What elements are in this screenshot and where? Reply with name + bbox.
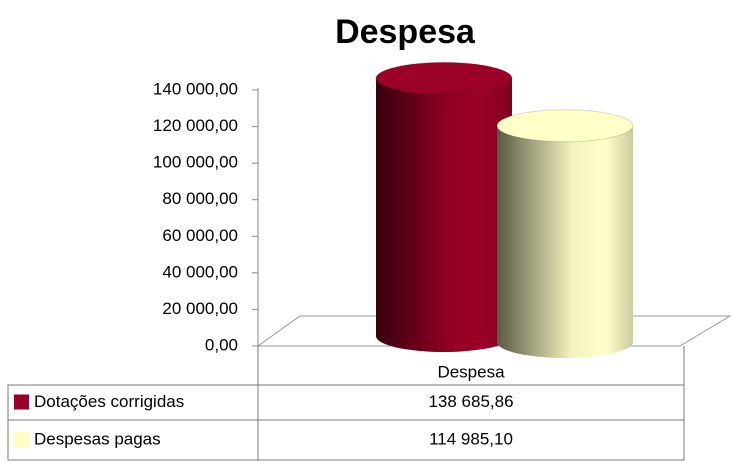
cylinder-top xyxy=(496,109,634,143)
data-label: 114 985,10 xyxy=(429,429,513,448)
legend-key xyxy=(14,394,29,410)
legend-label: Dotações corrigidas xyxy=(34,392,184,411)
y-tick-label: 140 000,00 xyxy=(153,79,238,98)
cylinder-top xyxy=(375,61,513,95)
y-tick-label: 60 000,00 xyxy=(162,226,238,245)
cylinder xyxy=(496,109,634,358)
legend-key xyxy=(14,432,29,447)
legend-label: Despesas pagas xyxy=(34,429,161,448)
y-tick-label: 100 000,00 xyxy=(153,153,238,172)
cylinder-shade xyxy=(497,125,633,358)
cylinder xyxy=(375,61,513,352)
table-header: Despesa xyxy=(437,362,505,381)
y-tick-label: 80 000,00 xyxy=(162,189,238,208)
table-border xyxy=(7,384,685,461)
y-tick-label: 40 000,00 xyxy=(162,262,238,281)
y-tick-label: 0,00 xyxy=(205,335,238,354)
y-tick-label: 120 000,00 xyxy=(153,116,238,135)
chart-title: Despesa xyxy=(335,13,476,51)
data-label: 138 685,86 xyxy=(428,392,513,411)
y-tick-label: 20 000,00 xyxy=(162,299,238,318)
cylinder-shade xyxy=(376,78,512,352)
